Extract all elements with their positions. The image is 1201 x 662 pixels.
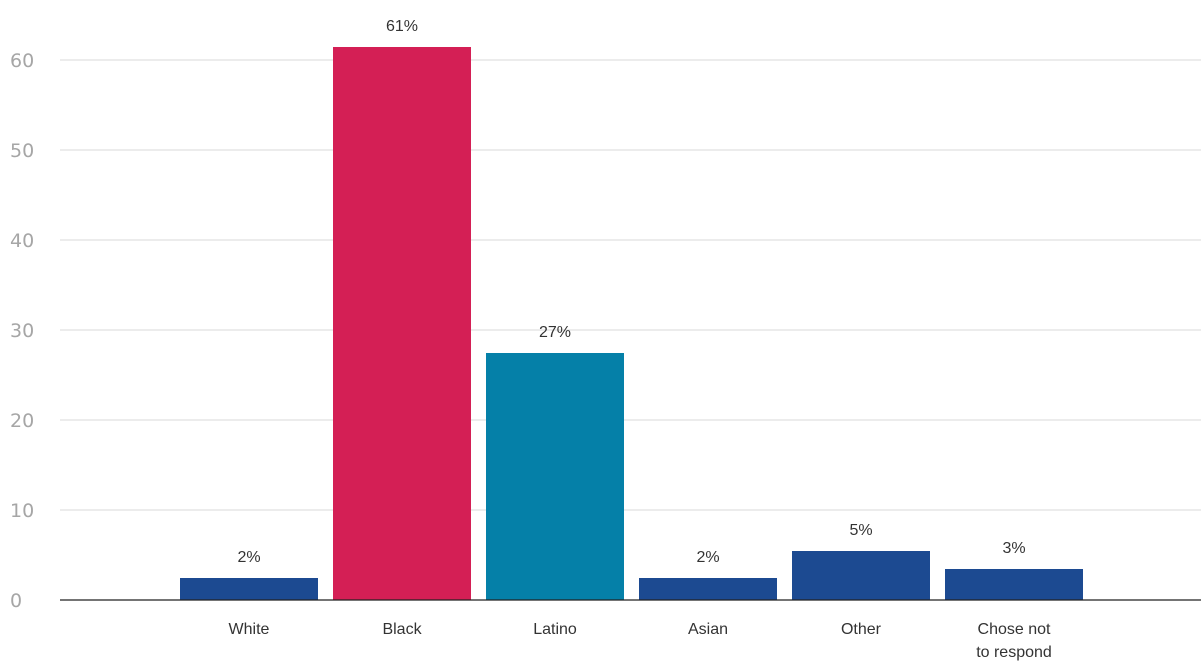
category-label: Latino (533, 621, 577, 638)
bars (180, 47, 1083, 600)
data-label: 2% (696, 549, 719, 566)
y-tick-label: 30 (10, 320, 34, 342)
bar-asian (639, 578, 777, 600)
category-label-line: Other (841, 621, 882, 638)
data-label: 3% (1002, 540, 1025, 557)
category-label-line: Chose not (978, 621, 1051, 638)
category-label: Asian (688, 621, 728, 638)
category-label: Other (841, 621, 882, 638)
y-tick-label: 20 (10, 410, 34, 432)
y-tick-label: 10 (10, 500, 34, 522)
y-axis-ticks: 0 10 20 30 40 50 60 (10, 50, 34, 612)
category-label-line: Latino (533, 621, 577, 638)
data-label: 61% (386, 18, 418, 35)
bar-black (333, 47, 471, 600)
data-label: 2% (237, 549, 260, 566)
y-tick-label: 50 (10, 140, 34, 162)
bar-white (180, 578, 318, 600)
category-label-line: White (229, 621, 270, 638)
gridlines (60, 60, 1201, 510)
y-tick-label: 40 (10, 230, 34, 252)
category-label: White (229, 621, 270, 638)
category-label: Chose not to respond (976, 621, 1052, 661)
x-axis-categories: White Black Latino Asian Other Chose not to re… (229, 621, 1052, 661)
category-label: Black (382, 621, 422, 638)
data-label: 5% (849, 522, 872, 539)
bar-chose-not-to-respond (945, 569, 1083, 600)
y-tick-label: 60 (10, 50, 34, 72)
category-label-line: to respond (976, 644, 1052, 661)
category-label-line: Asian (688, 621, 728, 638)
y-tick-label: 0 (10, 590, 22, 612)
category-label-line: Black (382, 621, 422, 638)
bar-other (792, 551, 930, 600)
bar-latino (486, 353, 624, 600)
data-label: 27% (539, 324, 571, 341)
